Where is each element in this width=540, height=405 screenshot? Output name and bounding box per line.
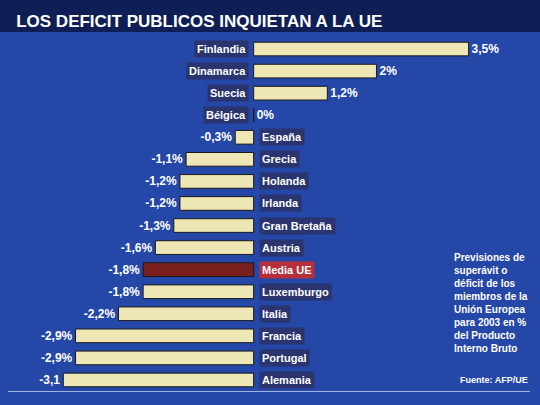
svg-text:Italia: Italia: [262, 308, 288, 320]
svg-text:-2,9%: -2,9%: [41, 329, 73, 343]
svg-text:-1,6%: -1,6%: [121, 241, 153, 255]
svg-text:LOS DEFICIT PUBLICOS INQUIETAN: LOS DEFICIT PUBLICOS INQUIETAN A LA UE: [16, 12, 382, 31]
svg-text:Holanda: Holanda: [262, 175, 306, 187]
svg-text:Fuente: AFP/UE: Fuente: AFP/UE: [460, 375, 528, 385]
svg-text:-3,1: -3,1: [39, 373, 60, 387]
svg-text:Suecia: Suecia: [210, 87, 246, 99]
svg-text:-2,2%: -2,2%: [84, 307, 116, 321]
svg-text:Dinamarca: Dinamarca: [189, 65, 246, 77]
svg-text:0%: 0%: [257, 108, 275, 122]
svg-text:3,5%: 3,5%: [472, 42, 500, 56]
svg-text:Media UE: Media UE: [262, 264, 312, 276]
svg-text:1,2%: 1,2%: [330, 86, 358, 100]
svg-text:Finlandia: Finlandia: [197, 43, 246, 55]
svg-text:-1,8%: -1,8%: [108, 285, 140, 299]
svg-text:-0,3%: -0,3%: [201, 130, 233, 144]
svg-text:Grecia: Grecia: [262, 153, 297, 165]
svg-text:Francia: Francia: [262, 330, 302, 342]
svg-text:España: España: [262, 131, 302, 143]
svg-text:Irlanda: Irlanda: [262, 197, 299, 209]
svg-text:-1,1%: -1,1%: [151, 152, 183, 166]
svg-text:-1,3%: -1,3%: [139, 219, 171, 233]
svg-text:Luxemburgo: Luxemburgo: [262, 286, 329, 298]
svg-text:Previsiones desuperávit odéfic: Previsiones desuperávit odéficit de losm…: [454, 252, 528, 354]
svg-text:Bélgica: Bélgica: [206, 109, 246, 121]
svg-text:-1,8%: -1,8%: [108, 263, 140, 277]
svg-text:2%: 2%: [379, 64, 397, 78]
svg-text:Austria: Austria: [262, 242, 301, 254]
svg-text:Gran Bretaña: Gran Bretaña: [262, 220, 333, 232]
svg-text:Alemania: Alemania: [262, 374, 312, 386]
svg-text:-1,2%: -1,2%: [145, 174, 177, 188]
svg-text:-1,2%: -1,2%: [145, 196, 177, 210]
svg-text:Portugal: Portugal: [262, 352, 307, 364]
svg-text:-2,9%: -2,9%: [41, 351, 73, 365]
